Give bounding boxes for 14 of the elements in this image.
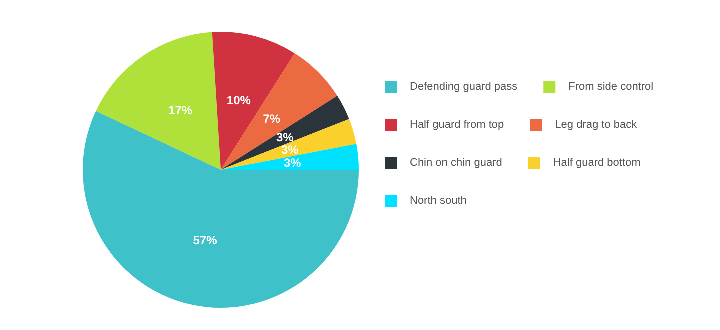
legend-label: Half guard from top [410,119,504,131]
legend-label: Half guard bottom [553,157,641,169]
data-label: 17% [168,103,193,118]
legend-label: North south [410,195,467,207]
data-label: 3% [281,142,300,157]
legend-label: Defending guard pass [410,81,518,93]
data-label: 57% [193,233,218,248]
legend-label: From side control [568,81,654,93]
data-label: 10% [226,93,252,108]
data-label: 3% [276,130,294,144]
legend-label: Leg drag to back [555,119,638,131]
legend-label: Chin on chin guard [410,157,502,169]
data-label: 3% [284,156,302,170]
data-label: 7% [263,112,281,126]
